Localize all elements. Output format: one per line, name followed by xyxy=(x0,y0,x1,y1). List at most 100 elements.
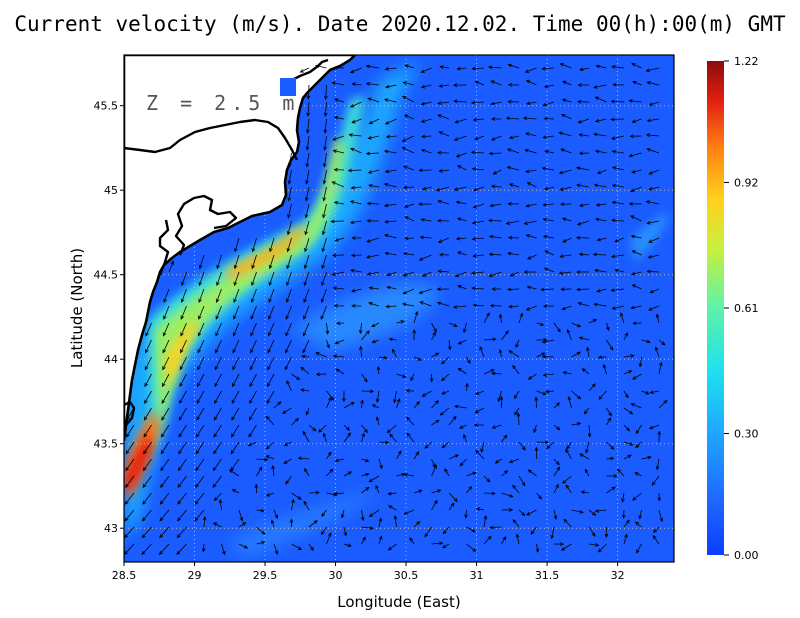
current-vector-head xyxy=(441,391,446,395)
current-vector-head xyxy=(366,201,372,206)
current-vector-head xyxy=(366,218,371,223)
current-vector-head xyxy=(281,410,287,414)
current-vector xyxy=(596,203,607,206)
current-vector xyxy=(324,135,327,150)
current-vector xyxy=(611,219,625,222)
current-vector xyxy=(267,339,275,353)
current-vector xyxy=(544,267,555,273)
current-vector xyxy=(176,526,187,538)
current-vector-head xyxy=(170,260,175,265)
current-vector xyxy=(636,543,642,554)
current-vector-head xyxy=(401,96,407,100)
current-vector-head xyxy=(387,491,392,496)
current-vector xyxy=(413,356,422,361)
current-vector xyxy=(448,454,459,460)
y-tick-label: 43.5 xyxy=(94,438,119,451)
current-vector-head xyxy=(304,467,308,473)
current-vector-head xyxy=(214,366,219,371)
current-vector xyxy=(198,288,205,303)
current-vector xyxy=(291,492,302,500)
current-vector xyxy=(324,118,327,133)
current-vector xyxy=(612,184,625,188)
current-vector xyxy=(251,271,257,286)
current-vector xyxy=(492,424,502,429)
current-vector xyxy=(545,150,555,154)
current-vector-head xyxy=(302,332,307,337)
current-vector-head xyxy=(384,219,389,224)
current-vector-head xyxy=(313,520,318,525)
current-vector-head xyxy=(391,348,396,353)
current-vector-head xyxy=(176,550,181,555)
current-vector xyxy=(403,186,415,189)
current-vector xyxy=(611,254,625,257)
current-vector-head xyxy=(297,456,302,461)
current-vector xyxy=(333,287,345,290)
current-vector-head xyxy=(305,411,310,416)
current-vector-head xyxy=(490,137,496,141)
current-vector xyxy=(424,526,432,537)
current-vector-head xyxy=(285,298,290,303)
current-vector-head xyxy=(611,306,616,310)
current-vector-head xyxy=(432,331,436,336)
current-vector xyxy=(489,235,502,239)
current-vector-head xyxy=(365,254,371,259)
current-vector-head xyxy=(553,515,558,520)
current-vector-head xyxy=(401,138,407,142)
current-vector-head xyxy=(421,273,427,277)
current-vector-head xyxy=(335,368,340,373)
current-vector-head xyxy=(462,328,467,334)
current-vector-head xyxy=(287,180,292,185)
current-vector xyxy=(649,169,660,175)
current-vector-head xyxy=(385,84,390,89)
current-vector-head xyxy=(605,326,610,332)
current-vector xyxy=(288,169,292,184)
current-vector-head xyxy=(351,119,356,124)
current-vector-head xyxy=(455,153,461,158)
current-vector xyxy=(332,271,345,276)
current-vector-head xyxy=(163,298,167,303)
current-vector-head xyxy=(562,371,567,375)
current-vector-head xyxy=(321,512,326,518)
current-vector xyxy=(526,79,537,86)
current-vector xyxy=(632,118,642,123)
current-vector xyxy=(212,475,222,488)
current-vector xyxy=(384,183,397,188)
current-vector-head xyxy=(177,466,182,472)
current-vector-head xyxy=(562,239,567,243)
current-vector xyxy=(326,451,332,460)
current-vector xyxy=(623,370,632,375)
current-vector-head xyxy=(403,204,409,208)
current-vector xyxy=(273,543,278,554)
current-vector xyxy=(303,501,310,511)
current-vector-head xyxy=(267,366,271,371)
current-vector xyxy=(413,401,420,409)
current-vector-head xyxy=(214,382,218,388)
current-vector-head xyxy=(232,382,236,388)
current-vector xyxy=(594,269,607,273)
current-vector-head xyxy=(629,410,634,415)
current-vector-head xyxy=(420,218,425,222)
current-vector-head xyxy=(611,149,616,154)
current-vector-head xyxy=(542,304,548,309)
current-vector xyxy=(483,515,487,528)
current-vector-head xyxy=(396,398,401,403)
current-vector-head xyxy=(560,148,565,153)
current-vector xyxy=(588,383,596,392)
current-vector-head xyxy=(657,497,662,502)
current-vector-head xyxy=(359,345,363,350)
current-vector-head xyxy=(433,499,438,505)
current-vector xyxy=(385,67,397,70)
current-vector-head xyxy=(437,239,443,243)
y-tick-label: 44 xyxy=(104,353,118,366)
current-vector xyxy=(458,339,467,345)
current-vector-head xyxy=(576,183,581,188)
current-vector-head xyxy=(457,340,462,345)
current-vector-head xyxy=(383,182,389,187)
current-vector-head xyxy=(364,458,370,463)
current-vector xyxy=(143,407,152,421)
current-vector-head xyxy=(179,399,183,404)
current-vector-head xyxy=(459,425,464,429)
map-plot-area xyxy=(124,55,674,562)
current-vector xyxy=(635,521,642,528)
current-vector-head xyxy=(333,491,338,496)
